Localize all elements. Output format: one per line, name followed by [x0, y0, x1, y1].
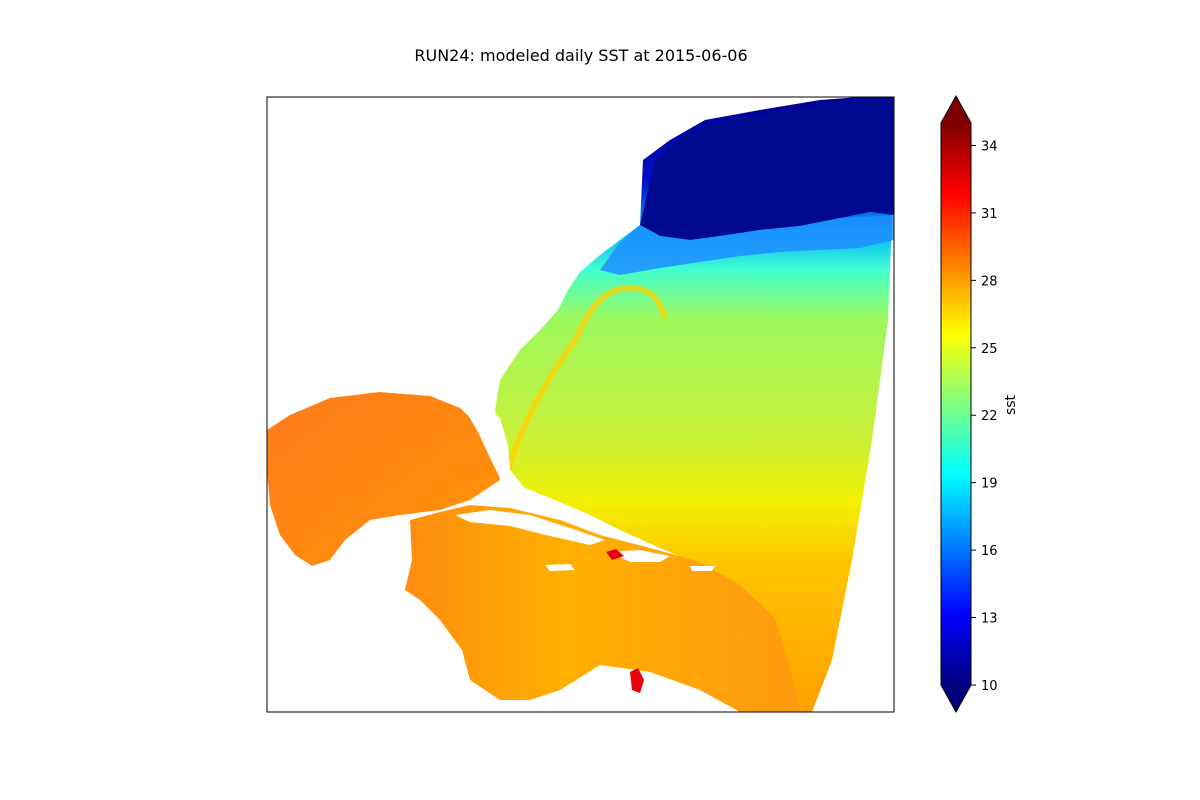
colorbar-gradient: [941, 123, 971, 685]
cuba-land: [455, 510, 605, 545]
colorbar-extend-min: [941, 685, 971, 712]
colorbar-tick-label: 28: [981, 274, 998, 289]
colorbar-tick-label: 10: [981, 679, 998, 694]
gulf-stream: [505, 284, 668, 471]
puerto-rico-land: [690, 566, 715, 571]
cold-shelf-water: [640, 97, 894, 240]
colorbar-tick-label: 19: [981, 477, 998, 492]
colorbar-extend-max: [941, 96, 971, 123]
cool-transition: [600, 215, 894, 275]
colorbar-tick-label: 25: [981, 342, 998, 357]
colorbar-ticks: 10 13 16 19 22 25 28 31 34: [971, 139, 998, 694]
lake-maracaibo-hotspot: [630, 668, 644, 693]
colorbar-tick-label: 16: [981, 544, 998, 559]
colorbar-outline: [940, 94, 972, 714]
map-panel: [267, 97, 894, 712]
hispaniola-coast-hotspot: [606, 549, 624, 560]
colorbar-tick-label: 34: [981, 139, 998, 154]
chart-title: RUN24: modeled daily SST at 2015-06-06: [414, 46, 747, 65]
colorbar-tick-label: 22: [981, 409, 998, 424]
colorbar-tick-label: 31: [981, 207, 998, 222]
hispaniola-land: [610, 550, 670, 562]
map-frame: [266, 96, 895, 713]
jamaica-land: [545, 564, 575, 571]
gulf-of-mexico-sst: [267, 392, 500, 566]
colorbar-tick-label: 13: [981, 612, 998, 627]
caribbean-sst: [405, 505, 800, 712]
colorbar-label: sst: [1003, 394, 1019, 415]
florida-land: [462, 402, 510, 478]
colorbar: 10 13 16 19 22 25 28 31 34 sst: [940, 94, 1019, 714]
